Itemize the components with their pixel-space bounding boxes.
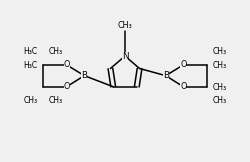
Text: O: O <box>64 82 70 91</box>
Text: O: O <box>64 60 70 69</box>
Text: CH₃: CH₃ <box>212 96 226 105</box>
Text: CH₃: CH₃ <box>48 47 62 56</box>
Text: B: B <box>81 71 87 80</box>
Text: CH₃: CH₃ <box>212 61 226 70</box>
Text: N: N <box>122 52 128 61</box>
Text: CH₃: CH₃ <box>212 83 226 92</box>
Text: CH₃: CH₃ <box>212 47 226 56</box>
Text: O: O <box>180 60 186 69</box>
Text: H₃C: H₃C <box>24 61 38 70</box>
Text: CH₃: CH₃ <box>48 96 62 105</box>
Text: O: O <box>180 82 186 91</box>
Text: B: B <box>163 71 169 80</box>
Text: CH₃: CH₃ <box>118 22 132 30</box>
Text: CH₃: CH₃ <box>24 96 38 105</box>
Text: H₃C: H₃C <box>24 47 38 56</box>
